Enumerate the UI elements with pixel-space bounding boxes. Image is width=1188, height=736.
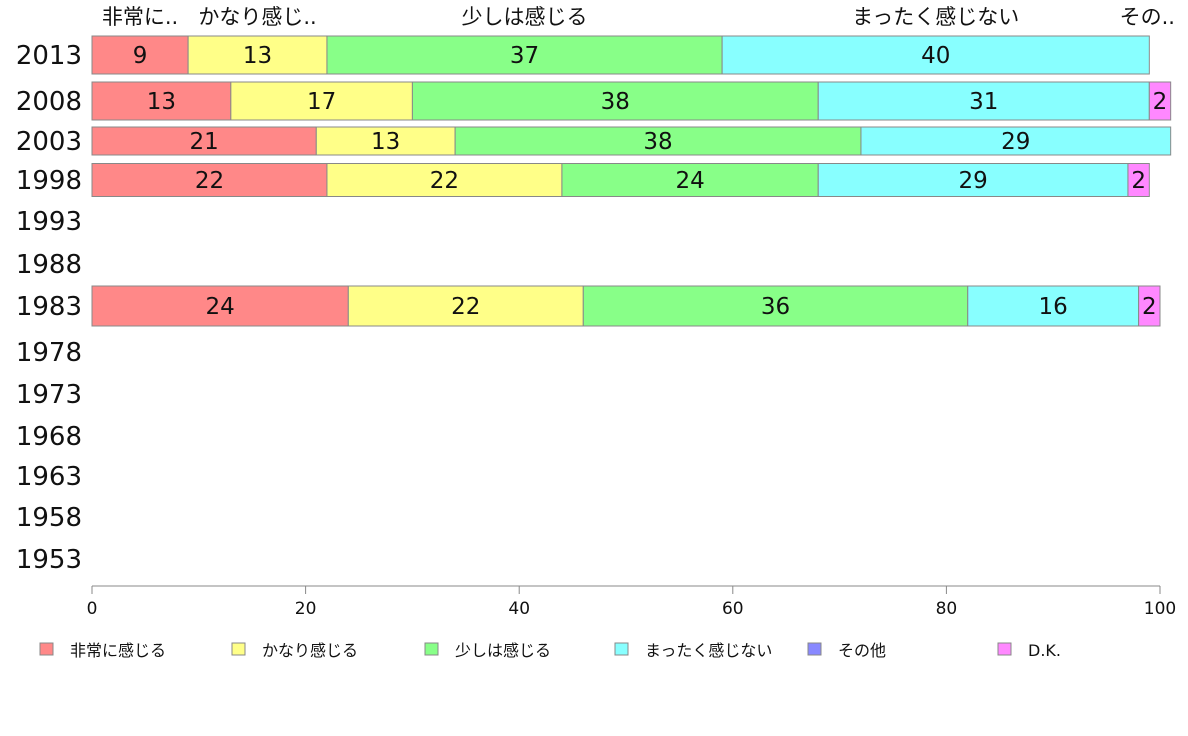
top-label-series-0: 非常に..: [102, 5, 178, 29]
value-label-1983-series-1: 22: [451, 294, 480, 320]
legend-swatch-3: [614, 642, 629, 656]
legend-swatch-2: [424, 642, 439, 656]
bar-2013-series-2: [326, 35, 723, 75]
year-label-1958: 1958: [16, 503, 82, 533]
legend-swatch-0: [39, 642, 54, 656]
legend-label-1: かなり感じる: [262, 641, 358, 660]
value-label-1998-series-3: 29: [958, 168, 987, 194]
legend-swatch-5: [997, 642, 1012, 656]
top-label-series-1: かなり感じ..: [198, 5, 316, 29]
value-label-2008-series-3: 31: [969, 89, 998, 115]
year-axis-labels: 2013 2008 2003 1998 1993 1988 1983 1978 1973 1968…: [16, 41, 82, 575]
bar-1998-series-5: [1127, 163, 1150, 197]
legend: 非常に感じる かなり感じる 少しは感じる まったく感じない その他 D.K.: [39, 641, 1061, 660]
bar-2008-series-3: [817, 81, 1150, 121]
year-label-2013: 2013: [16, 41, 82, 71]
legend-label-0: 非常に感じる: [70, 641, 166, 660]
bar-2003-series-2: [454, 126, 862, 156]
legend-label-2: 少しは感じる: [455, 641, 551, 660]
top-label-series-3: まったく感じない: [852, 5, 1019, 29]
bar-2013-series-0: [91, 35, 189, 75]
year-label-1953: 1953: [16, 545, 82, 575]
value-label-2008-series-5: 2: [1153, 89, 1168, 115]
x-tick-label-60: 60: [722, 599, 744, 619]
legend-label-5: D.K.: [1028, 641, 1061, 660]
bar-1998-series-3: [817, 163, 1129, 197]
bar-2003-series-0: [91, 126, 317, 156]
top-category-labels: 非常に.. かなり感じ.. 少しは感じる まったく感じない その..: [102, 5, 1175, 29]
bar-1998-series-0: [91, 163, 328, 197]
x-axis: 0 20 40 60 80 100: [87, 585, 1176, 619]
value-label-1998-series-1: 22: [430, 168, 459, 194]
legend-swatch-4: [807, 642, 822, 656]
value-label-1983-series-5: 2: [1142, 294, 1157, 320]
x-tick-label-100: 100: [1144, 599, 1176, 619]
value-label-2013-series-3: 40: [921, 43, 950, 69]
year-label-1988: 1988: [16, 250, 82, 280]
value-label-2003-series-0: 21: [189, 129, 218, 155]
value-label-2003-series-1: 13: [371, 129, 400, 155]
bar-2008-series-2: [411, 81, 819, 121]
value-label-2008-series-0: 13: [147, 89, 176, 115]
value-label-2003-series-2: 38: [643, 129, 672, 155]
value-label-1998-series-5: 2: [1131, 168, 1146, 194]
bar-1983-series-1: [347, 285, 584, 327]
top-label-series-4: その..: [1120, 5, 1175, 29]
value-label-2013-series-0: 9: [133, 43, 148, 69]
value-label-2008-series-1: 17: [307, 89, 336, 115]
x-tick-label-40: 40: [508, 599, 530, 619]
value-label-2013-series-1: 13: [243, 43, 272, 69]
value-label-1998-series-2: 24: [675, 168, 704, 194]
year-label-1978: 1978: [16, 338, 82, 368]
legend-label-3: まったく感じない: [645, 641, 772, 660]
bar-2013-series-1: [187, 35, 328, 75]
value-label-2013-series-2: 37: [510, 43, 539, 69]
value-label-1983-series-0: 24: [206, 294, 235, 320]
bar-2013-series-3: [721, 35, 1150, 75]
x-tick-label-20: 20: [295, 599, 317, 619]
bar-2008-series-5: [1148, 81, 1172, 121]
legend-swatch-1: [231, 642, 246, 656]
year-label-1973: 1973: [16, 380, 82, 410]
year-label-2003: 2003: [16, 127, 82, 157]
year-label-1963: 1963: [16, 462, 82, 492]
bar-1998-series-1: [326, 163, 563, 197]
bar-1998-series-2: [561, 163, 819, 197]
year-label-2008: 2008: [16, 87, 82, 117]
value-label-2003-series-3: 29: [1001, 129, 1030, 155]
x-tick-label-80: 80: [936, 599, 958, 619]
value-label-1983-series-2: 36: [761, 294, 790, 320]
year-label-1968: 1968: [16, 422, 82, 452]
value-label-1983-series-3: 16: [1039, 294, 1068, 320]
legend-label-4: その他: [838, 641, 886, 660]
bar-2003-series-1: [315, 126, 456, 156]
bar-1983-series-5: [1138, 285, 1161, 327]
year-label-1993: 1993: [16, 207, 82, 237]
bar-2003-series-3: [860, 126, 1172, 156]
bar-1983-series-0: [91, 285, 349, 327]
bars: 9 13 37 40 13 17 38 31 2 21 13 38 29 22 22 24 29 2 24 22 36 1…: [91, 35, 1172, 327]
bar-2008-series-0: [91, 81, 232, 121]
x-tick-label-0: 0: [87, 599, 98, 619]
year-label-1983: 1983: [16, 292, 82, 322]
value-label-1998-series-0: 22: [195, 168, 224, 194]
value-label-2008-series-2: 38: [601, 89, 630, 115]
top-label-series-2: 少しは感じる: [462, 5, 588, 29]
year-label-1998: 1998: [16, 166, 82, 196]
bar-2008-series-1: [230, 81, 413, 121]
